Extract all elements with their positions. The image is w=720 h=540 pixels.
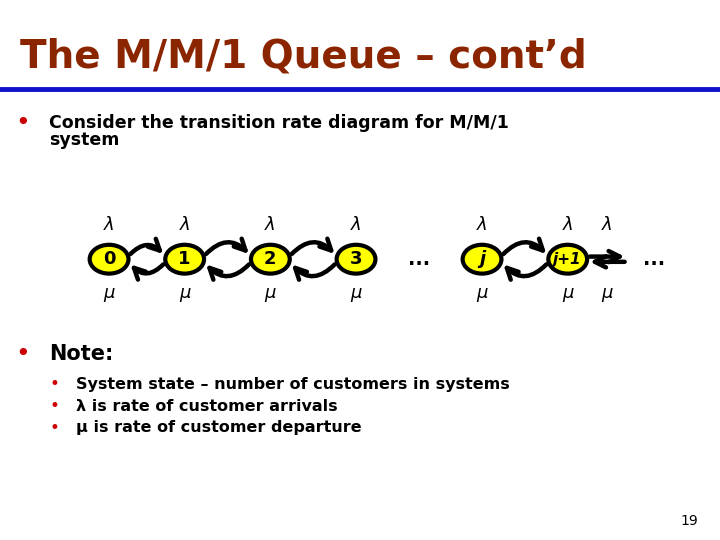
Text: λ: λ	[477, 215, 487, 234]
Text: Consider the transition rate diagram for M/M/1: Consider the transition rate diagram for…	[49, 114, 509, 132]
Text: •: •	[16, 342, 30, 366]
Text: λ: λ	[179, 215, 190, 234]
Ellipse shape	[337, 245, 375, 274]
Text: ...: ...	[642, 249, 665, 269]
Ellipse shape	[90, 245, 128, 274]
Text: j+1: j+1	[554, 252, 582, 267]
Text: 0: 0	[103, 250, 115, 268]
Ellipse shape	[166, 245, 204, 274]
Text: The M/M/1 Queue – cont’d: The M/M/1 Queue – cont’d	[20, 38, 587, 76]
Text: μ is rate of customer departure: μ is rate of customer departure	[76, 420, 361, 435]
Text: •: •	[49, 375, 59, 394]
Text: ...: ...	[408, 249, 430, 269]
Text: μ: μ	[104, 284, 114, 302]
Text: λ: λ	[562, 215, 573, 234]
Text: λ: λ	[265, 215, 276, 234]
Text: Note:: Note:	[49, 343, 113, 364]
Text: μ: μ	[179, 284, 190, 302]
Text: 3: 3	[350, 250, 362, 268]
Text: μ: μ	[265, 284, 276, 302]
Text: λ: λ	[602, 215, 613, 234]
Ellipse shape	[251, 245, 289, 274]
Ellipse shape	[549, 245, 587, 274]
Text: 2: 2	[264, 250, 276, 268]
Text: μ: μ	[351, 284, 361, 302]
Text: j: j	[479, 250, 485, 268]
Text: system: system	[49, 131, 120, 150]
Text: μ: μ	[477, 284, 487, 302]
Text: μ: μ	[562, 284, 573, 302]
Text: System state – number of customers in systems: System state – number of customers in sy…	[76, 377, 509, 392]
Ellipse shape	[463, 245, 501, 274]
Text: λ: λ	[104, 215, 114, 234]
Text: 1: 1	[179, 250, 191, 268]
Text: μ: μ	[601, 284, 613, 302]
Text: 19: 19	[680, 514, 698, 528]
Text: •: •	[49, 418, 59, 437]
Text: •: •	[49, 397, 59, 415]
Text: λ is rate of customer arrivals: λ is rate of customer arrivals	[76, 399, 337, 414]
Text: •: •	[16, 111, 30, 135]
Text: λ: λ	[351, 215, 361, 234]
